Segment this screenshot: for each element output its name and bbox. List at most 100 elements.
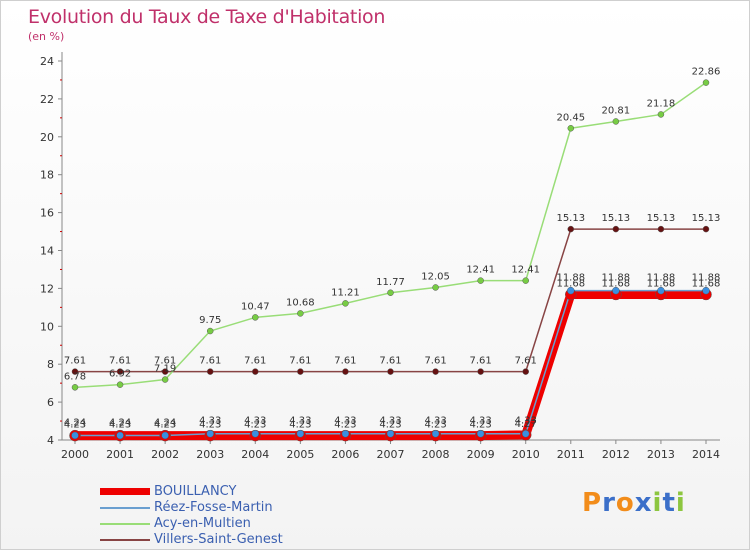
data-label: 6.92 — [109, 369, 131, 380]
data-point — [71, 431, 79, 440]
x-tick-label: 2008 — [422, 448, 450, 461]
data-label: 15.13 — [602, 213, 631, 224]
data-point — [71, 368, 79, 375]
data-label: 15.13 — [647, 213, 676, 224]
data-point — [251, 429, 260, 438]
data-label: 11.88 — [556, 273, 585, 284]
x-tick-label: 2010 — [512, 448, 540, 461]
data-point — [341, 429, 350, 438]
y-tick-label: 10 — [40, 320, 54, 333]
data-label: 4.33 — [515, 416, 537, 427]
logo-letter: t — [662, 488, 676, 518]
data-label: 4.23 — [154, 420, 176, 431]
data-point — [387, 368, 394, 375]
x-tick-label: 2002 — [151, 448, 179, 461]
data-point — [657, 111, 665, 118]
data-point — [432, 284, 439, 291]
data-label: 11.68 — [692, 278, 721, 289]
x-tick-label: 2009 — [467, 448, 495, 461]
y-tick-label: 24 — [40, 55, 54, 68]
data-label: 11.88 — [692, 273, 721, 284]
data-label: 4.33 — [470, 416, 492, 427]
data-label: 4.23 — [379, 420, 401, 431]
data-point — [657, 286, 665, 295]
data-label: 4.23 — [244, 420, 266, 431]
data-point — [116, 431, 124, 440]
x-tick-label: 2006 — [331, 448, 359, 461]
chart-unit: (en %) — [28, 30, 65, 43]
data-point — [612, 118, 620, 125]
data-label: 11.68 — [602, 278, 631, 289]
x-tick-label: 2000 — [61, 448, 89, 461]
data-point — [71, 384, 79, 391]
series-line — [75, 228, 706, 373]
data-label: 4.27 — [515, 419, 537, 430]
data-label: 12.41 — [466, 265, 495, 276]
data-label: 4.23 — [109, 420, 131, 431]
proxiti-logo: Proxiti — [582, 488, 686, 518]
x-tick-label: 2013 — [647, 448, 675, 461]
legend-swatch — [100, 488, 150, 495]
data-point — [702, 286, 710, 295]
data-label: 22.86 — [692, 67, 721, 78]
data-label: 4.33 — [379, 416, 401, 427]
data-point — [206, 429, 214, 438]
legend-swatch — [100, 523, 150, 525]
data-point — [522, 368, 529, 375]
data-point — [252, 368, 259, 375]
data-point — [297, 310, 304, 317]
data-point — [161, 368, 169, 375]
data-label: 4.23 — [470, 420, 492, 431]
data-label: 4.24 — [109, 417, 131, 428]
y-tick-label: 4 — [47, 434, 54, 447]
x-tick-label: 2012 — [602, 448, 630, 461]
logo-letter: P — [582, 488, 603, 518]
data-label: 11.88 — [647, 273, 676, 284]
data-label: 7.61 — [470, 356, 492, 367]
data-label: 4.23 — [199, 420, 221, 431]
data-label: 12.05 — [421, 271, 450, 282]
data-label: 4.33 — [199, 416, 221, 427]
data-label: 4.23 — [334, 420, 356, 431]
x-tick-label: 2001 — [106, 448, 134, 461]
data-point — [476, 429, 485, 438]
data-label: 11.68 — [647, 278, 676, 289]
data-label: 11.68 — [556, 278, 585, 289]
data-label: 7.61 — [515, 356, 537, 367]
legend-swatch — [100, 507, 150, 509]
logo-letter: r — [602, 488, 616, 518]
y-tick-label: 8 — [47, 358, 54, 371]
data-label: 7.19 — [154, 364, 176, 375]
data-point — [702, 79, 710, 86]
legend-label: Réez-Fosse-Martin — [154, 500, 273, 515]
data-label: 20.45 — [556, 112, 585, 123]
data-point — [386, 429, 395, 438]
data-label: 7.61 — [244, 356, 266, 367]
data-label: 7.61 — [424, 356, 446, 367]
data-label: 7.61 — [379, 356, 401, 367]
data-point — [387, 289, 394, 297]
data-label: 15.13 — [556, 213, 585, 224]
data-point — [567, 125, 575, 132]
data-point — [252, 314, 259, 321]
data-point — [521, 429, 530, 438]
data-point — [612, 286, 620, 295]
data-point — [702, 225, 710, 233]
legend-label: Villers-Saint-Genest — [154, 532, 283, 547]
data-point — [161, 376, 169, 383]
data-point — [567, 286, 575, 295]
y-tick-label: 16 — [40, 207, 54, 220]
data-label: 21.18 — [647, 98, 676, 109]
x-tick-label: 2011 — [557, 448, 585, 461]
data-label: 9.75 — [199, 315, 221, 326]
data-label: 6.78 — [64, 371, 86, 382]
data-point — [657, 225, 665, 233]
data-label: 7.61 — [109, 356, 131, 367]
y-tick-label: 12 — [40, 282, 54, 295]
data-label: 4.23 — [64, 420, 86, 431]
y-tick-label: 22 — [40, 93, 54, 106]
logo-letter: x — [634, 488, 653, 518]
y-tick-label: 20 — [40, 131, 54, 144]
